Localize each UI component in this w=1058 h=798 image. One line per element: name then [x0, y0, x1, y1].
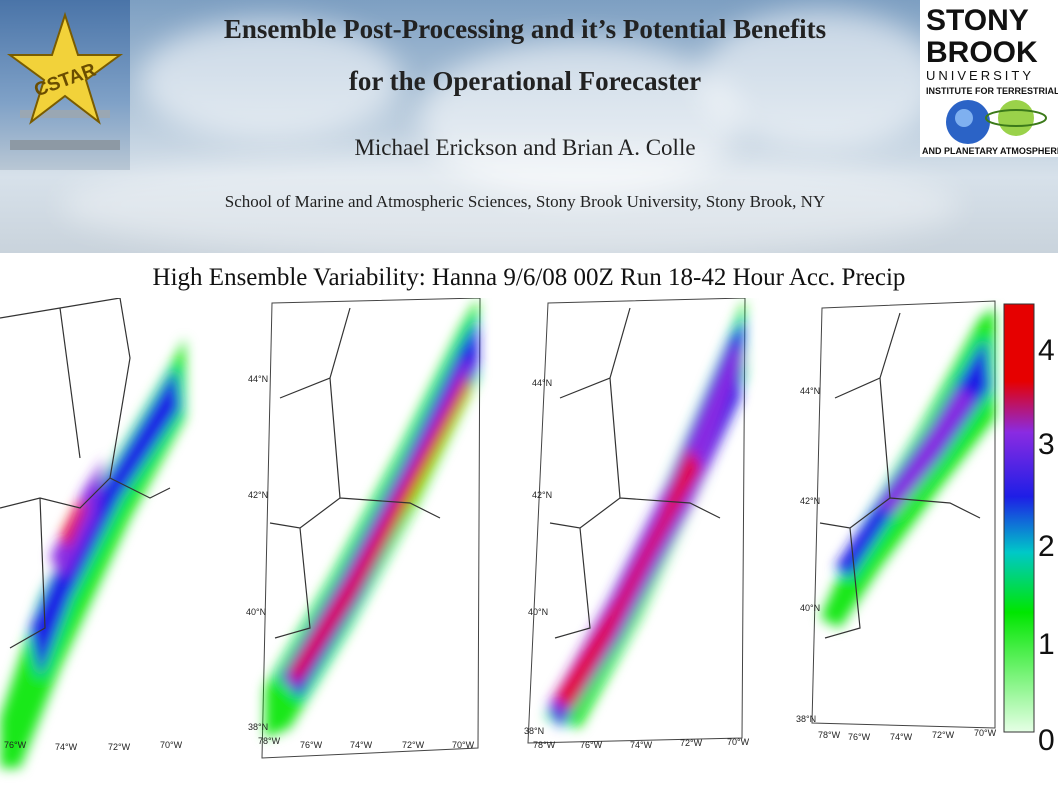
lon-label: 72°W [108, 742, 131, 752]
lat-label: 44°N [532, 378, 552, 388]
lon-label: 74°W [890, 732, 913, 742]
title-line-1: Ensemble Post-Processing and it’s Potent… [223, 14, 827, 44]
logo-stony: STONY [926, 4, 1029, 37]
affiliation: School of Marine and Atmospheric Science… [224, 192, 826, 211]
cstar-logo: CSTAR [0, 0, 130, 170]
logo-planetary: AND PLANETARY ATMOSPHERES [922, 146, 1058, 156]
lat-label: 44°N [800, 386, 820, 396]
lon-label: 76°W [848, 732, 871, 742]
cloud [140, 20, 400, 140]
logo-brook: BROOK [926, 36, 1038, 69]
colorbar: 4 3 2 1 0 [1003, 303, 1055, 757]
lon-label: 74°W [350, 740, 373, 750]
lon-label: 76°W [300, 740, 323, 750]
lat-label: 38°N [248, 722, 268, 732]
cloud [60, 150, 960, 253]
cloud [420, 40, 740, 200]
logo-university: UNIVERSITY [926, 68, 1034, 83]
map-panel-3 [527, 297, 746, 744]
lat-label: 44°N [248, 374, 268, 384]
colorbar-tick: 1 [1038, 628, 1055, 661]
slide-subtitle: High Ensemble Variability: Hanna 9/6/08 … [152, 264, 906, 291]
map-axis-labels: 44°N 42°N 40°N 38°N 78°W 76°W 74°W 72°W … [4, 374, 997, 752]
lat-label: 38°N [796, 714, 816, 724]
lon-label: 70°W [452, 740, 475, 750]
colorbar-tick: 2 [1038, 530, 1055, 563]
lat-label: 38°N [524, 726, 544, 736]
lon-label: 78°W [258, 736, 281, 746]
title-line-2: for the Operational Forecaster [348, 66, 702, 96]
lat-label: 40°N [800, 603, 820, 613]
map-panel-2 [261, 297, 481, 759]
lon-label: 72°W [680, 738, 703, 748]
lat-label: 42°N [248, 490, 268, 500]
lon-label: 72°W [932, 730, 955, 740]
header-banner: CSTAR STONY BROOK UNIVERSITY INSTITUTE F… [0, 0, 1058, 253]
map-panel-4 [811, 300, 996, 729]
lon-label: 78°W [818, 730, 841, 740]
map-panel-1 [0, 297, 185, 768]
lat-label: 40°N [246, 607, 266, 617]
lat-label: 40°N [528, 607, 548, 617]
lon-label: 78°W [533, 740, 556, 750]
precip-maps: 44°N 42°N 40°N 38°N 78°W 76°W 74°W 72°W … [0, 297, 1058, 793]
cloud [700, 10, 940, 150]
logo-institute: INSTITUTE FOR TERRESTRIAL [926, 86, 1058, 96]
lat-label: 42°N [800, 496, 820, 506]
lon-label: 76°W [4, 740, 27, 750]
colorbar-tick: 4 [1038, 334, 1055, 367]
lon-label: 70°W [160, 740, 183, 750]
lon-label: 74°W [630, 740, 653, 750]
authors: Michael Erickson and Brian A. Colle [354, 135, 696, 160]
lon-label: 72°W [402, 740, 425, 750]
colorbar-tick: 0 [1038, 724, 1055, 757]
lon-label: 70°W [727, 737, 750, 747]
lat-label: 42°N [532, 490, 552, 500]
lon-label: 76°W [580, 740, 603, 750]
lon-label: 74°W [55, 742, 78, 752]
lon-label: 70°W [974, 728, 997, 738]
stony-brook-logo: STONY BROOK UNIVERSITY INSTITUTE FOR TER… [920, 0, 1058, 157]
colorbar-tick: 3 [1038, 428, 1055, 461]
